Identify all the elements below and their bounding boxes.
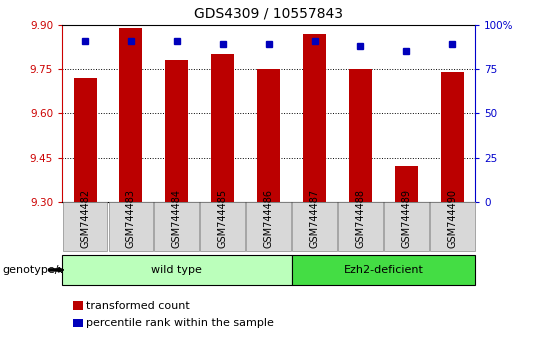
Text: GSM744483: GSM744483 bbox=[126, 189, 136, 248]
Text: GSM744486: GSM744486 bbox=[264, 189, 274, 248]
Text: GSM744484: GSM744484 bbox=[172, 189, 182, 248]
Text: GSM744487: GSM744487 bbox=[309, 189, 320, 248]
Title: GDS4309 / 10557843: GDS4309 / 10557843 bbox=[194, 7, 343, 21]
Bar bbox=[73, 78, 97, 202]
Bar bbox=[395, 166, 418, 202]
Text: GSM744488: GSM744488 bbox=[355, 189, 366, 248]
Bar bbox=[303, 34, 326, 202]
Bar bbox=[349, 69, 372, 202]
Text: GSM744490: GSM744490 bbox=[447, 189, 457, 248]
Text: wild type: wild type bbox=[151, 265, 202, 275]
Bar bbox=[119, 28, 143, 202]
Bar bbox=[165, 60, 188, 202]
Bar bbox=[441, 72, 464, 202]
Text: genotype/variation: genotype/variation bbox=[3, 265, 109, 275]
Bar bbox=[257, 69, 280, 202]
Text: GSM744482: GSM744482 bbox=[80, 189, 90, 248]
Text: Ezh2-deficient: Ezh2-deficient bbox=[343, 265, 423, 275]
Bar bbox=[211, 54, 234, 202]
Text: GSM744489: GSM744489 bbox=[401, 189, 411, 248]
Text: GSM744485: GSM744485 bbox=[218, 189, 228, 248]
Text: transformed count: transformed count bbox=[86, 301, 190, 310]
Text: percentile rank within the sample: percentile rank within the sample bbox=[86, 318, 274, 328]
